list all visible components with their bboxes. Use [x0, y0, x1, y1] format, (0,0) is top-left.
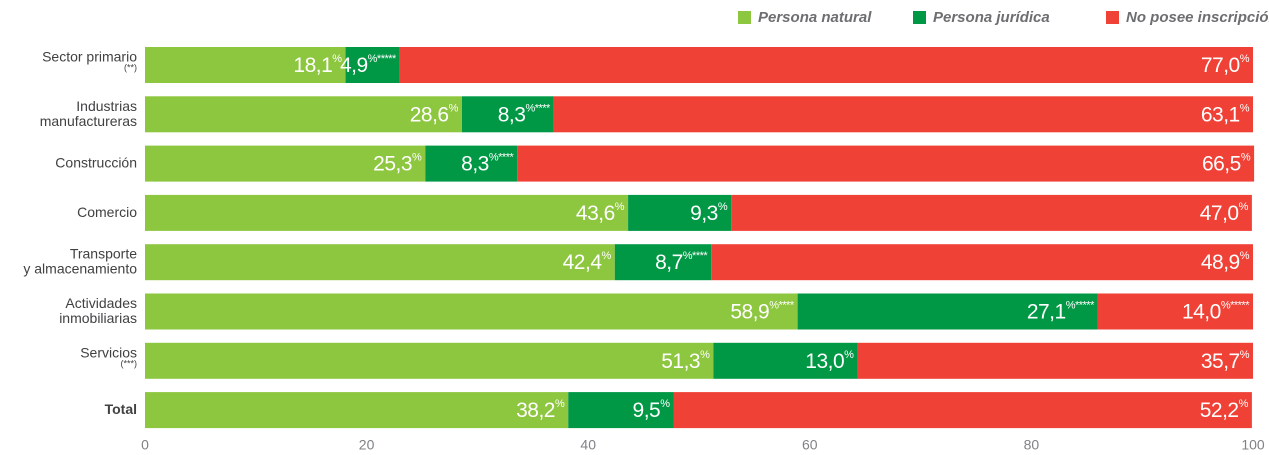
value-label: 51,3%	[661, 349, 710, 373]
x-tick-label: 60	[802, 437, 818, 453]
bar-segment	[673, 392, 1252, 429]
bar-segment	[145, 47, 346, 83]
bar-segment	[461, 96, 554, 133]
value-label: 4,9%*****	[340, 53, 397, 77]
category-label: Construcción	[55, 154, 137, 170]
value-label: 14,0%*****	[1182, 299, 1250, 323]
bar-segment	[713, 342, 858, 379]
legend-swatch	[913, 11, 926, 24]
x-tick-label: 100	[1241, 437, 1265, 453]
value-label: 8,3%****	[461, 152, 514, 176]
value-label: 28,6%	[410, 102, 459, 126]
bar-segment	[345, 47, 400, 83]
bar-segment	[145, 145, 426, 182]
x-tick-label: 40	[580, 437, 596, 453]
bar-segment	[145, 392, 569, 429]
bar-segment	[614, 244, 712, 281]
value-label: 58,9%****	[730, 299, 794, 323]
category-label: Total	[105, 401, 137, 417]
legend-swatch	[738, 11, 751, 24]
value-label: 38,2%	[516, 398, 565, 422]
bar-segment	[425, 145, 518, 182]
value-label: 9,5%	[633, 398, 671, 422]
bar-segment	[628, 194, 732, 231]
bar-segment	[399, 47, 1254, 83]
bar-segment	[517, 145, 1255, 182]
bar-segment	[145, 244, 615, 281]
legend-swatch	[1106, 11, 1119, 24]
value-label: 9,3%	[690, 201, 728, 225]
category-label: Transporte y almacenamiento	[23, 245, 137, 276]
value-label: 77,0%	[1201, 53, 1250, 77]
category-label: Actividades inmobiliarias	[59, 295, 137, 326]
x-tick-label: 20	[359, 437, 375, 453]
bar-segment	[797, 293, 1098, 330]
value-label: 42,4%	[563, 250, 612, 274]
value-label: 18,1%	[293, 53, 342, 77]
bar-segment	[1097, 293, 1253, 330]
value-label: 43,6%	[576, 201, 625, 225]
value-label: 66,5%	[1202, 152, 1251, 176]
bar-segment	[145, 293, 798, 330]
category-label: Sector primario (**)	[42, 48, 137, 73]
legend-label: Persona jurídica	[933, 9, 1050, 26]
x-tick-label: 80	[1024, 437, 1040, 453]
legend-label: No posee inscripción	[1126, 9, 1269, 26]
category-label: Industrias manufactureras	[40, 98, 137, 129]
category-label: Servicios (***)	[80, 344, 137, 369]
bar-segment	[857, 342, 1253, 379]
value-label: 27,1%*****	[1027, 299, 1095, 323]
bar-segment	[145, 342, 714, 379]
bar-segment	[145, 194, 629, 231]
value-label: 25,3%	[373, 152, 422, 176]
bar-segment	[553, 96, 1253, 133]
category-label: Comercio	[77, 204, 137, 220]
value-label: 47,0%	[1200, 201, 1249, 225]
value-label: 52,2%	[1200, 398, 1249, 422]
legend-label: Persona natural	[758, 9, 872, 26]
x-tick-label: 0	[141, 437, 149, 453]
value-label: 8,7%****	[655, 250, 708, 274]
bar-segment	[568, 392, 674, 429]
value-label: 8,3%****	[498, 102, 551, 126]
value-label: 35,7%	[1201, 349, 1250, 373]
value-label: 48,9%	[1201, 250, 1250, 274]
bar-segment	[731, 194, 1252, 231]
value-label: 13,0%	[805, 349, 854, 373]
value-label: 63,1%	[1201, 102, 1250, 126]
bar-segment	[145, 96, 462, 133]
bar-segment	[711, 244, 1253, 281]
